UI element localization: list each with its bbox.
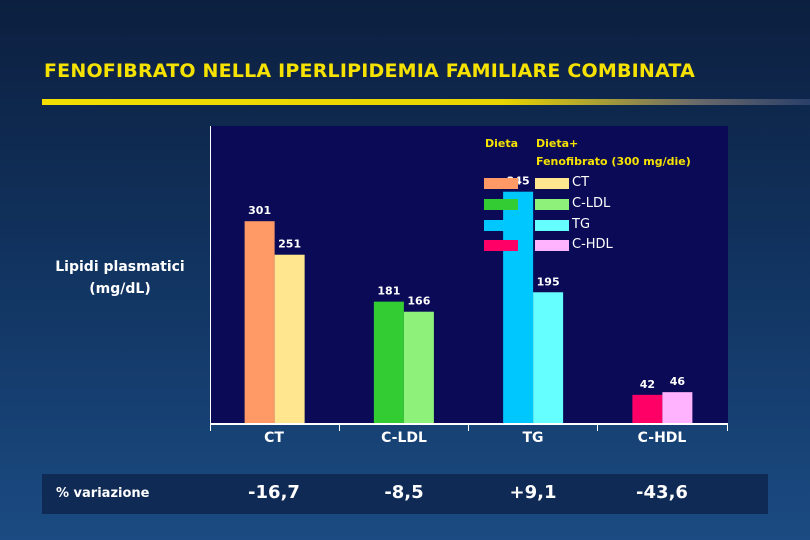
- legend-swatch-tg-dieta: [484, 220, 518, 231]
- y-axis-label: Lipidi plasmatici (mg/dL): [40, 256, 200, 300]
- legend-swatch-tg-feno: [535, 220, 569, 231]
- bar-c-hdl-dieta: [632, 394, 663, 423]
- legend-label-tg: TG: [572, 217, 591, 232]
- variation-value-ct: -16,7: [248, 482, 300, 503]
- variation-band: [42, 474, 768, 514]
- legend-header-dieta: Dieta: [485, 137, 519, 150]
- bar-value-label: 195: [537, 275, 560, 288]
- x-axis-tick: [597, 423, 598, 431]
- legend-swatch-ct-dieta: [484, 178, 518, 189]
- legend-label-c-ldl: C-LDL: [572, 196, 611, 211]
- x-axis-tick: [210, 423, 211, 431]
- variation-value-c-ldl: -8,5: [384, 482, 424, 503]
- legend-header-fenofibrato-line-2: Fenofibrato (300 mg/die): [536, 155, 691, 168]
- legend-swatch-c-ldl-feno: [535, 199, 569, 210]
- x-axis-tick: [727, 423, 728, 431]
- y-axis-label-line-2: (mg/dL): [89, 281, 151, 297]
- bar-value-label: 251: [278, 238, 301, 251]
- x-category-label-c-ldl: C-LDL: [381, 430, 427, 446]
- legend-label-c-hdl: C-HDL: [572, 237, 613, 252]
- x-axis-tick: [339, 423, 340, 431]
- x-axis-tick: [468, 423, 469, 431]
- slide-title: FENOFIBRATO NELLA IPERLIPIDEMIA FAMILIAR…: [44, 60, 696, 82]
- x-axis-line: [210, 423, 728, 425]
- bar-c-hdl-fenofibrato: [662, 392, 693, 423]
- bar-value-label: 46: [670, 375, 686, 388]
- bar-ct-dieta: [244, 221, 275, 423]
- bar-ct-fenofibrato: [274, 254, 305, 423]
- bar-c-ldl-dieta: [373, 301, 404, 423]
- bar-tg-fenofibrato: [533, 292, 564, 423]
- bar-c-ldl-fenofibrato: [403, 311, 434, 423]
- bar-value-label: 166: [407, 295, 430, 308]
- legend-label-ct: CT: [572, 175, 590, 190]
- variation-value-tg: +9,1: [509, 482, 557, 503]
- bar-value-label: 42: [640, 378, 655, 391]
- bar-value-label: 181: [377, 285, 400, 298]
- bar-value-label: 301: [248, 204, 271, 217]
- legend-swatch-c-hdl-feno: [535, 240, 569, 251]
- legend-swatch-ct-feno: [535, 178, 569, 189]
- legend-swatch-c-hdl-dieta: [484, 240, 518, 251]
- legend-swatch-c-ldl-dieta: [484, 199, 518, 210]
- legend-header-fenofibrato-line-1: Dieta+: [536, 137, 579, 150]
- x-category-label-ct: CT: [264, 430, 284, 446]
- variation-value-c-hdl: -43,6: [636, 482, 688, 503]
- y-axis-label-line-1: Lipidi plasmatici: [55, 259, 185, 275]
- x-category-label-tg: TG: [522, 430, 544, 446]
- x-category-label-c-hdl: C-HDL: [637, 430, 687, 446]
- variation-label: % variazione: [56, 486, 150, 501]
- title-underline: [42, 99, 810, 105]
